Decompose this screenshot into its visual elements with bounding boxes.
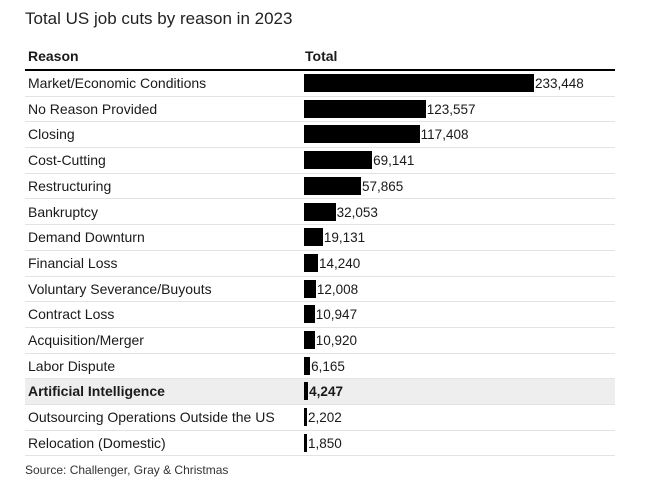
value-label: 6,165 bbox=[311, 358, 345, 374]
table-row: Demand Downturn 19,131 bbox=[25, 225, 615, 251]
value-label: 123,557 bbox=[426, 101, 476, 117]
value-label: 117,408 bbox=[420, 127, 469, 143]
bar bbox=[304, 279, 316, 298]
header-divider bbox=[25, 69, 615, 71]
bar bbox=[304, 408, 307, 427]
bar bbox=[304, 99, 426, 118]
table-row: Artificial Intelligence 4,247 bbox=[25, 379, 615, 406]
table-row: No Reason Provided 123,557 bbox=[25, 97, 615, 123]
table-row: Market/Economic Conditions 233,448 bbox=[25, 71, 615, 97]
bar bbox=[304, 253, 319, 272]
bar bbox=[304, 331, 315, 349]
table-row: Contract Loss 10,947 bbox=[25, 302, 615, 328]
bar bbox=[304, 151, 373, 170]
category-label: Market/Economic Conditions bbox=[28, 75, 207, 91]
bar bbox=[304, 305, 315, 324]
source-note: Source: Challenger, Gray & Christmas bbox=[25, 463, 229, 477]
category-label: Restructuring bbox=[28, 177, 112, 194]
table-row: Financial Loss 14,240 bbox=[25, 251, 615, 277]
value-label: 14,240 bbox=[319, 255, 361, 271]
value-label: 32,053 bbox=[336, 204, 378, 220]
value-label: 4,247 bbox=[309, 384, 343, 400]
bar bbox=[304, 176, 361, 195]
value-label: 12,008 bbox=[316, 281, 359, 297]
table-row: Voluntary Severance/Buyouts 12,008 bbox=[25, 277, 615, 303]
category-label: Labor Dispute bbox=[28, 357, 116, 374]
bar bbox=[304, 228, 323, 247]
column-header-total: Total bbox=[305, 48, 338, 64]
category-label: Financial Loss bbox=[28, 254, 118, 271]
category-label: Demand Downturn bbox=[28, 229, 145, 246]
category-label: Voluntary Severance/Buyouts bbox=[28, 280, 212, 297]
value-label: 19,131 bbox=[323, 230, 366, 246]
bar bbox=[304, 382, 309, 401]
value-label: 10,920 bbox=[315, 333, 358, 348]
bar bbox=[304, 433, 307, 452]
table-row: Acquisition/Merger 10,920 bbox=[25, 328, 615, 354]
bar bbox=[304, 202, 336, 221]
table-row: Bankruptcy 32,053 bbox=[25, 200, 615, 226]
table-row: Outsourcing Operations Outside the US 2,2… bbox=[25, 405, 615, 431]
table-row: Closing 117,408 bbox=[25, 122, 615, 149]
table-row: Cost-Cutting 69,141 bbox=[25, 148, 615, 174]
category-label: Acquisition/Merger bbox=[28, 332, 144, 348]
category-label: Outsourcing Operations Outside the US bbox=[28, 409, 275, 426]
category-label: No Reason Provided bbox=[28, 100, 158, 117]
value-label: 2,202 bbox=[308, 410, 342, 426]
category-label: Contract Loss bbox=[28, 306, 115, 323]
column-header-reason: Reason bbox=[28, 48, 79, 64]
value-label: 10,947 bbox=[315, 307, 358, 323]
table-row: Labor Dispute 6,165 bbox=[25, 354, 615, 380]
bar bbox=[304, 74, 534, 92]
category-label: Artificial Intelligence bbox=[28, 383, 165, 400]
table-header: Reason Total bbox=[25, 46, 615, 68]
value-label: 1,850 bbox=[308, 435, 342, 451]
table-row: Relocation (Domestic) 1,850 bbox=[25, 431, 615, 457]
category-label: Bankruptcy bbox=[28, 203, 99, 220]
table-row: Restructuring 57,865 bbox=[25, 174, 615, 200]
bar bbox=[304, 125, 420, 144]
value-label: 233,448 bbox=[535, 76, 584, 91]
value-label: 57,865 bbox=[362, 178, 404, 194]
value-label: 69,141 bbox=[373, 153, 415, 169]
category-label: Closing bbox=[28, 126, 75, 143]
bar bbox=[304, 356, 311, 375]
category-label: Cost-Cutting bbox=[28, 152, 106, 169]
category-label: Relocation (Domestic) bbox=[28, 434, 166, 451]
chart-title: Total US job cuts by reason in 2023 bbox=[25, 9, 293, 28]
